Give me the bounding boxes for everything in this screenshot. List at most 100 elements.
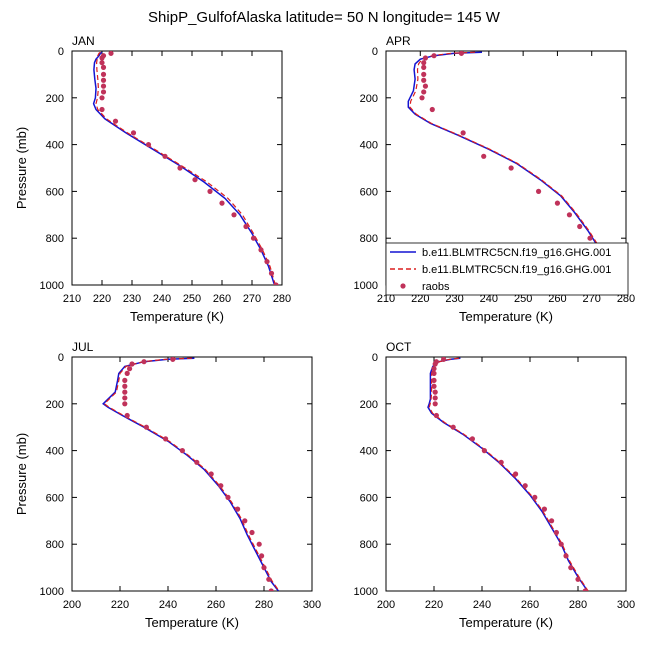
- raobs-point: [258, 247, 264, 253]
- y-tick-label: 800: [360, 539, 378, 551]
- legend-box: [385, 242, 629, 296]
- raobs-point: [532, 494, 538, 500]
- x-tick-label: 210: [63, 293, 81, 305]
- x-tick-label: 280: [617, 293, 635, 305]
- raobs-point: [179, 448, 185, 454]
- y-tick-label: 600: [360, 492, 378, 504]
- y-tick-label: 800: [46, 233, 64, 245]
- model-line-solid: [92, 51, 276, 285]
- raobs-point: [513, 471, 519, 477]
- y-tick-label: 1000: [354, 280, 378, 292]
- raobs-point: [207, 188, 213, 194]
- raobs-point: [535, 188, 542, 194]
- raobs-point: [235, 506, 241, 512]
- raobs-point: [460, 130, 466, 136]
- raobs-point: [242, 518, 248, 524]
- x-tick-label: 220: [111, 599, 129, 611]
- x-axis-label: Temperature (K): [459, 615, 553, 630]
- raobs-point: [122, 395, 128, 401]
- raobs-point: [419, 95, 425, 101]
- y-tick-label: 600: [46, 492, 64, 504]
- panel-label: JUL: [72, 340, 94, 354]
- raobs-point: [100, 77, 107, 83]
- figure-title: ShipP_GulfofAlaska latitude= 50 N longit…: [148, 9, 501, 26]
- raobs-point: [432, 395, 438, 401]
- raobs-point: [124, 370, 130, 376]
- raobs-point: [261, 565, 267, 571]
- panel-jul: 200 220 240 260 280 300 0 200 400 600 800 1000 JUL Te…: [14, 340, 321, 630]
- raobs-point: [259, 553, 265, 559]
- y-tick-label: 800: [46, 539, 64, 551]
- y-tick-label: 0: [372, 46, 378, 58]
- y-tick-label: 800: [360, 233, 378, 245]
- raobs-point: [553, 529, 560, 536]
- raobs-point: [582, 588, 588, 591]
- raobs-point: [450, 424, 456, 430]
- raobs-point: [541, 506, 548, 512]
- x-axis-label: Temperature (K): [459, 309, 553, 324]
- raobs-point: [587, 235, 593, 241]
- x-tick-label: 200: [377, 599, 395, 611]
- raobs-point: [431, 377, 437, 383]
- x-tick-label: 260: [213, 293, 231, 305]
- x-tick-label: 250: [514, 293, 532, 305]
- raobs-point: [268, 270, 275, 276]
- raobs-point: [99, 55, 105, 61]
- x-tick-label: 280: [569, 599, 587, 611]
- raobs-point: [431, 370, 437, 376]
- raobs-point: [264, 259, 270, 265]
- raobs-point: [249, 529, 255, 536]
- model-line-dashed: [95, 51, 276, 285]
- raobs-point: [256, 541, 262, 547]
- legend-label: b.e11.BLMTRC5CN.f19_g16.GHG.001: [422, 264, 611, 276]
- raobs-point: [433, 412, 439, 419]
- raobs-point: [481, 153, 487, 159]
- raobs-point: [563, 553, 569, 559]
- y-tick-label: 400: [46, 140, 64, 152]
- raobs-point: [122, 401, 128, 407]
- x-tick-label: 200: [63, 599, 81, 611]
- plot-area: [102, 357, 280, 591]
- x-tick-label: 260: [548, 293, 566, 305]
- raobs-point: [522, 483, 528, 489]
- y-tick-label: 400: [360, 446, 378, 458]
- x-axis-label: Temperature (K): [145, 615, 239, 630]
- raobs-point: [481, 448, 487, 454]
- raobs-point: [122, 383, 128, 389]
- x-tick-label: 240: [153, 293, 171, 305]
- plot-frame: [71, 50, 283, 286]
- raobs-point: [122, 377, 128, 383]
- raobs-point: [100, 71, 107, 77]
- panels: 210 220 230 240 250 260 270 280 0 200 400 600 800 100…: [14, 34, 635, 630]
- y-tick-label: 1000: [354, 586, 378, 598]
- x-tick-label: 300: [303, 599, 321, 611]
- raobs-point: [458, 51, 465, 56]
- raobs-point: [143, 424, 149, 430]
- raobs-point: [508, 165, 514, 171]
- raobs-point: [100, 64, 107, 70]
- raobs-point: [268, 588, 274, 591]
- panel-jan: 210 220 230 240 250 260 270 280 0 200 400 600 800 100…: [14, 34, 291, 324]
- raobs-point: [231, 212, 237, 218]
- raobs-point: [170, 357, 176, 362]
- raobs-point: [421, 64, 427, 70]
- model-line-dashed: [409, 51, 623, 285]
- raobs-point: [192, 177, 198, 183]
- raobs-point: [163, 436, 169, 442]
- raobs-point: [431, 383, 437, 389]
- x-tick-label: 220: [411, 293, 429, 305]
- raobs-point: [421, 71, 427, 77]
- x-axis-label: Temperature (K): [130, 309, 224, 324]
- x-tick-label: 240: [473, 599, 491, 611]
- x-tick-label: 260: [521, 599, 539, 611]
- y-tick-label: 400: [46, 446, 64, 458]
- raobs-point: [549, 518, 555, 524]
- plot-area: [92, 51, 279, 285]
- raobs-point: [100, 83, 107, 89]
- y-tick-label: 200: [46, 399, 64, 411]
- x-tick-label: 240: [159, 599, 177, 611]
- plot-area: [427, 357, 589, 591]
- raobs-point: [431, 366, 437, 372]
- raobs-point: [218, 483, 224, 489]
- x-tick-label: 250: [183, 293, 201, 305]
